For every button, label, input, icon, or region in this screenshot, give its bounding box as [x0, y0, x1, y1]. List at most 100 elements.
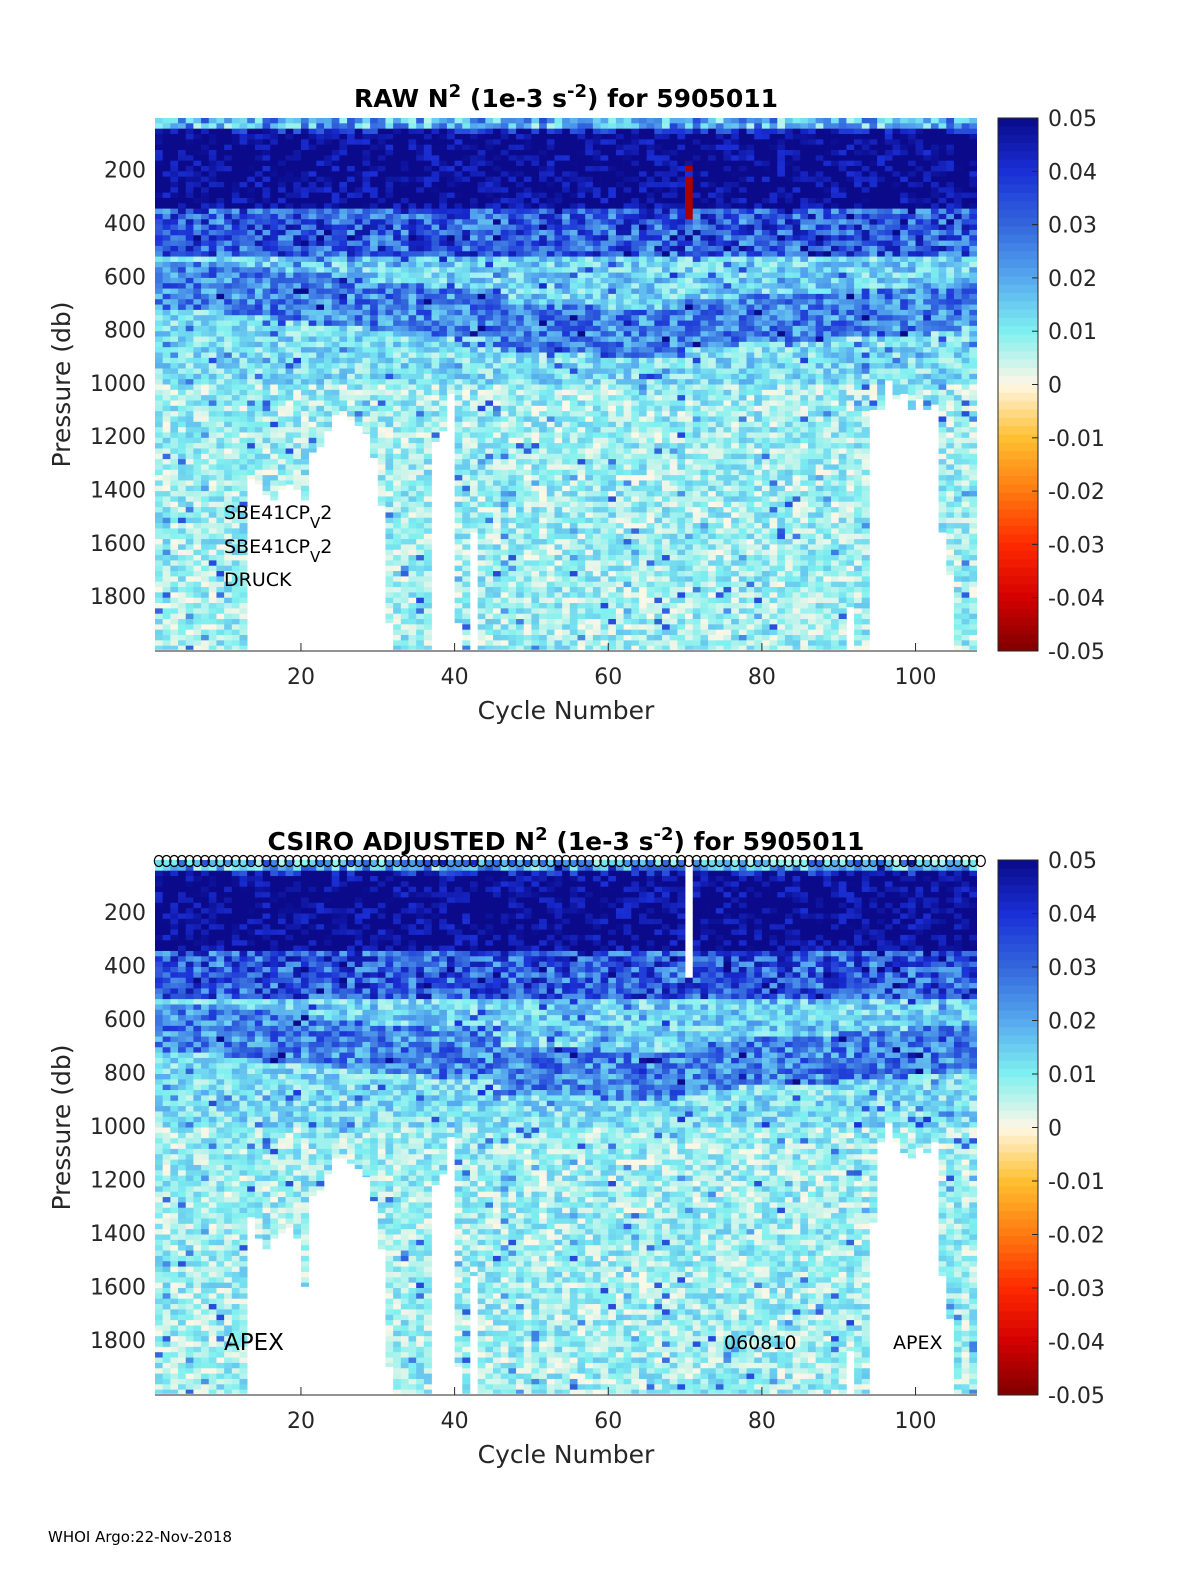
heatmap-cell	[185, 549, 194, 556]
heatmap-cell	[308, 219, 317, 225]
heatmap-cell	[400, 624, 409, 631]
heatmap-cell	[239, 277, 248, 284]
heatmap-cell	[554, 395, 563, 401]
heatmap-cell	[546, 512, 555, 519]
heatmap-cell	[569, 357, 578, 364]
heatmap-cell	[500, 517, 509, 524]
heatmap-cell	[408, 149, 417, 156]
heatmap-cell	[477, 357, 486, 364]
heatmap-cell	[393, 187, 402, 194]
heatmap-cell	[508, 261, 517, 268]
heatmap-cell	[270, 128, 279, 135]
heatmap-cell	[185, 288, 194, 295]
heatmap-cell	[577, 560, 586, 567]
heatmap-cell	[508, 405, 517, 412]
heatmap-cell	[347, 181, 356, 188]
heatmap-cell	[400, 320, 409, 327]
heatmap-cell	[569, 581, 578, 588]
heatmap-cell	[423, 501, 432, 508]
heatmap-cell	[516, 336, 525, 343]
heatmap-cell	[554, 496, 563, 503]
heatmap-cell	[531, 155, 540, 162]
heatmap-cell	[155, 645, 164, 650]
heatmap-cell	[431, 139, 440, 146]
heatmap-cell	[569, 539, 578, 545]
heatmap-cell	[331, 395, 340, 401]
heatmap-cell	[493, 181, 502, 188]
heatmap-cell	[377, 299, 386, 305]
heatmap-cell	[170, 416, 179, 423]
heatmap-cell	[208, 155, 217, 162]
heatmap-cell	[155, 539, 164, 545]
heatmap-cell	[493, 245, 502, 252]
heatmap-cell	[477, 309, 486, 316]
heatmap-cell	[239, 160, 248, 167]
heatmap-cell	[201, 613, 210, 620]
heatmap-cell	[562, 469, 571, 476]
heatmap-cell	[385, 437, 394, 444]
heatmap-cell	[262, 331, 271, 337]
heatmap-cell	[231, 608, 240, 615]
heatmap-cell	[254, 272, 263, 279]
heatmap-cell	[239, 235, 248, 241]
heatmap-cell	[239, 256, 248, 263]
heatmap-cell	[270, 325, 279, 332]
heatmap-cell	[393, 229, 402, 236]
heatmap-cell	[224, 427, 233, 433]
heatmap-cell	[224, 176, 233, 183]
heatmap-cell	[585, 171, 594, 178]
heatmap-cell	[477, 331, 486, 337]
heatmap-cell	[262, 437, 271, 444]
heatmap-cell	[285, 309, 294, 316]
heatmap-cell	[531, 320, 540, 327]
heatmap-cell	[285, 133, 294, 140]
heatmap-cell	[554, 475, 563, 481]
heatmap-cell	[531, 608, 540, 615]
heatmap-cell	[178, 229, 187, 236]
heatmap-cell	[462, 453, 471, 460]
heatmap-cell	[370, 123, 379, 130]
heatmap-cell	[554, 299, 563, 305]
heatmap-cell	[585, 240, 594, 247]
heatmap-cell	[293, 229, 302, 236]
heatmap-cell	[385, 475, 394, 481]
heatmap-cell	[485, 118, 494, 124]
heatmap-cell	[201, 118, 210, 124]
heatmap-cell	[569, 432, 578, 439]
heatmap-cell	[569, 459, 578, 465]
heatmap-cell	[416, 192, 425, 199]
heatmap-cell	[231, 123, 240, 130]
heatmap-cell	[324, 149, 333, 156]
heatmap-cell	[170, 267, 179, 273]
heatmap-cell	[185, 352, 194, 359]
heatmap-cell	[178, 203, 187, 210]
heatmap-cell	[247, 416, 256, 423]
heatmap-cell	[208, 416, 217, 423]
heatmap-cell	[170, 128, 179, 135]
heatmap-cell	[508, 256, 517, 263]
heatmap-cell	[277, 331, 286, 337]
heatmap-cell	[577, 352, 586, 359]
heatmap-cell	[431, 197, 440, 204]
heatmap-cell	[493, 267, 502, 273]
heatmap-cell	[539, 501, 548, 508]
heatmap-cell	[554, 645, 563, 650]
heatmap-cell	[354, 197, 363, 204]
heatmap-cell	[216, 640, 225, 647]
heatmap-cell	[477, 528, 486, 535]
heatmap-cell	[300, 203, 309, 210]
heatmap-cell	[523, 331, 532, 337]
heatmap-cell	[331, 315, 340, 321]
heatmap-cell	[408, 363, 417, 369]
heatmap-cell	[316, 118, 325, 124]
heatmap-cell	[531, 181, 540, 188]
heatmap-cell	[339, 118, 348, 124]
heatmap-cell	[239, 416, 248, 423]
heatmap-cell	[377, 480, 386, 487]
heatmap-cell	[408, 427, 417, 433]
heatmap-cell	[592, 149, 601, 156]
heatmap-cell	[247, 192, 256, 199]
heatmap-cell	[155, 576, 164, 583]
heatmap-cell	[239, 213, 248, 220]
heatmap-cell	[577, 187, 586, 194]
